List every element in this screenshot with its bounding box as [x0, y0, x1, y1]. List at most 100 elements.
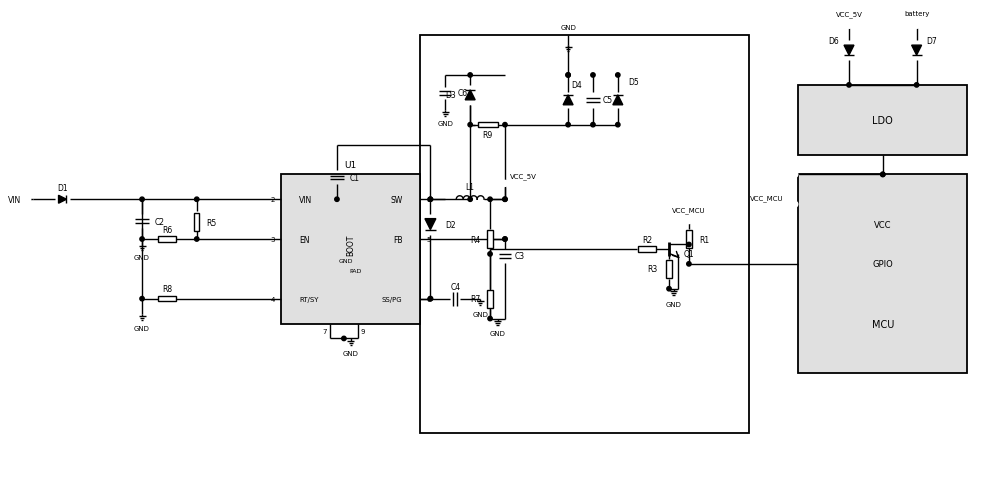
- Text: D2: D2: [445, 220, 456, 229]
- Circle shape: [503, 123, 507, 128]
- Polygon shape: [59, 196, 66, 204]
- Polygon shape: [425, 219, 436, 230]
- Circle shape: [503, 197, 507, 202]
- Text: SW: SW: [390, 196, 403, 204]
- Text: D5: D5: [628, 78, 639, 87]
- Text: GND: GND: [490, 331, 505, 337]
- Text: R4: R4: [470, 235, 480, 244]
- Text: R1: R1: [699, 235, 709, 244]
- Circle shape: [687, 243, 691, 247]
- Text: D1: D1: [57, 183, 68, 193]
- Text: L1: L1: [466, 182, 475, 192]
- Circle shape: [140, 297, 144, 301]
- Text: FB: FB: [393, 235, 403, 244]
- Circle shape: [428, 197, 433, 202]
- Bar: [798, 86, 967, 155]
- Circle shape: [616, 123, 620, 128]
- Circle shape: [335, 197, 339, 202]
- Circle shape: [428, 297, 433, 301]
- Text: D3: D3: [445, 91, 456, 100]
- Circle shape: [847, 84, 851, 88]
- Text: D7: D7: [927, 37, 937, 45]
- Text: SS/PG: SS/PG: [382, 296, 403, 302]
- Circle shape: [667, 287, 671, 291]
- Text: C6: C6: [457, 89, 467, 98]
- Bar: [686, 230, 692, 248]
- Text: R2: R2: [642, 235, 652, 244]
- Bar: [638, 247, 656, 252]
- Bar: [158, 237, 176, 242]
- Circle shape: [914, 84, 919, 88]
- Text: battery: battery: [904, 11, 929, 17]
- Text: GPIO: GPIO: [872, 260, 893, 269]
- Bar: [194, 214, 199, 231]
- Circle shape: [488, 252, 492, 257]
- Text: VCC_MCU: VCC_MCU: [672, 206, 706, 213]
- Text: R5: R5: [207, 218, 217, 227]
- Text: D4: D4: [571, 81, 582, 90]
- Text: GND: GND: [560, 25, 576, 31]
- Circle shape: [846, 23, 852, 29]
- Text: C3: C3: [515, 252, 525, 261]
- Circle shape: [792, 202, 798, 208]
- Text: VIN: VIN: [299, 196, 312, 204]
- Text: GND: GND: [472, 311, 488, 317]
- Text: VCC_5V: VCC_5V: [510, 173, 537, 180]
- Text: GND: GND: [343, 350, 359, 357]
- Circle shape: [195, 237, 199, 242]
- Polygon shape: [465, 91, 475, 101]
- Circle shape: [566, 74, 570, 78]
- Circle shape: [881, 173, 885, 177]
- Circle shape: [503, 237, 507, 242]
- Text: BOOT: BOOT: [346, 234, 355, 255]
- Circle shape: [503, 197, 507, 202]
- Bar: [158, 296, 176, 302]
- Text: D6: D6: [828, 37, 839, 45]
- Circle shape: [591, 123, 595, 128]
- Text: GND: GND: [134, 326, 150, 332]
- Text: GND: GND: [339, 259, 353, 264]
- Circle shape: [195, 197, 199, 202]
- Polygon shape: [613, 96, 623, 106]
- Circle shape: [468, 74, 472, 78]
- Circle shape: [428, 197, 433, 202]
- Circle shape: [342, 336, 346, 341]
- Circle shape: [616, 74, 620, 78]
- Bar: [420, 36, 749, 433]
- Circle shape: [488, 317, 492, 321]
- Text: RT/SY: RT/SY: [299, 296, 319, 302]
- Bar: [487, 230, 493, 248]
- Text: R8: R8: [162, 285, 172, 294]
- Text: C4: C4: [450, 283, 460, 292]
- Circle shape: [792, 172, 798, 178]
- Text: PAD: PAD: [350, 269, 362, 274]
- Bar: [666, 260, 672, 278]
- Circle shape: [140, 197, 144, 202]
- Text: C5: C5: [603, 96, 613, 105]
- Circle shape: [881, 173, 885, 177]
- Text: VIN: VIN: [8, 196, 21, 204]
- Text: VCC_MCU: VCC_MCU: [750, 195, 783, 201]
- Circle shape: [591, 74, 595, 78]
- Circle shape: [502, 181, 508, 187]
- Text: C1: C1: [350, 173, 360, 182]
- Polygon shape: [844, 46, 854, 56]
- Text: GND: GND: [666, 301, 681, 307]
- Circle shape: [428, 297, 433, 301]
- Circle shape: [566, 74, 570, 78]
- Polygon shape: [912, 46, 922, 56]
- Circle shape: [25, 197, 31, 203]
- Text: R6: R6: [162, 225, 172, 234]
- Bar: [478, 122, 498, 128]
- Text: GND: GND: [437, 121, 453, 126]
- Text: C2: C2: [155, 217, 165, 226]
- Text: 3: 3: [271, 237, 275, 242]
- Circle shape: [503, 237, 507, 242]
- Circle shape: [468, 197, 472, 202]
- Circle shape: [686, 218, 692, 224]
- Circle shape: [140, 237, 144, 242]
- Text: R7: R7: [470, 295, 480, 303]
- Text: 6: 6: [426, 296, 431, 302]
- Polygon shape: [563, 96, 573, 106]
- Bar: [487, 290, 493, 308]
